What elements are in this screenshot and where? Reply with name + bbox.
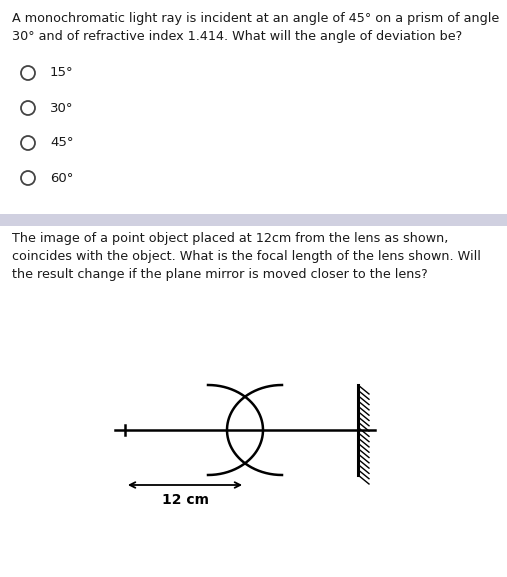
Text: 30°: 30° [50, 102, 74, 114]
Text: the result change if the plane mirror is moved closer to the lens?: the result change if the plane mirror is… [12, 268, 428, 281]
Text: A monochromatic light ray is incident at an angle of 45° on a prism of angle: A monochromatic light ray is incident at… [12, 12, 499, 25]
Text: 12 cm: 12 cm [162, 493, 208, 507]
Text: 60°: 60° [50, 171, 74, 185]
Text: coincides with the object. What is the focal length of the lens shown. Will: coincides with the object. What is the f… [12, 250, 481, 263]
Text: 15°: 15° [50, 66, 74, 80]
Text: The image of a point object placed at 12cm from the lens as shown,: The image of a point object placed at 12… [12, 232, 448, 245]
Text: 30° and of refractive index 1.414. What will the angle of deviation be?: 30° and of refractive index 1.414. What … [12, 30, 462, 43]
Bar [0, 214, 507, 226]
Text: 45°: 45° [50, 137, 74, 149]
